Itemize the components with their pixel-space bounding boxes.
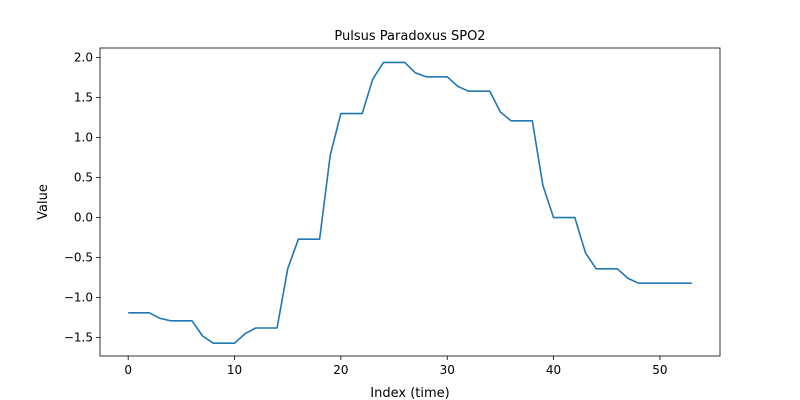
plot-frame <box>99 47 721 357</box>
chart-title: Pulsus Paradoxus SPO2 <box>334 29 485 44</box>
y-tick-label: 2.0 <box>74 51 93 65</box>
series-line <box>128 61 692 345</box>
y-axis-label: Value <box>36 184 51 220</box>
y-tick-label: 0.5 <box>74 171 93 185</box>
x-tick-label: 0 <box>124 363 132 377</box>
y-tick-label: −0.5 <box>64 251 93 265</box>
y-tick-label: −1.0 <box>64 291 93 305</box>
y-tick-label: 1.5 <box>74 91 93 105</box>
x-axis-label: Index (time) <box>370 386 449 400</box>
y-tick-label: 0.0 <box>74 211 93 225</box>
x-tick-label: 30 <box>440 363 455 377</box>
y-tick-label: 1.0 <box>74 131 93 145</box>
x-tick-label: 50 <box>652 363 667 377</box>
x-tick-label: 10 <box>227 363 242 377</box>
x-tick-label: 20 <box>333 363 348 377</box>
y-tick-label: −1.5 <box>64 331 93 345</box>
x-tick-label: 40 <box>546 363 561 377</box>
